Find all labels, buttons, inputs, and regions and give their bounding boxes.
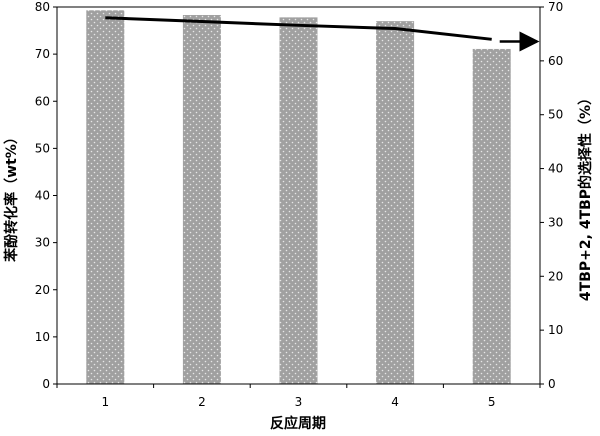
x-tick-label: 4 (391, 395, 399, 409)
y2-tick-label: 40 (548, 162, 563, 176)
y-tick-label: 70 (35, 47, 50, 61)
y-tick-label: 30 (35, 236, 50, 250)
y-tick-label: 80 (35, 0, 50, 14)
y2-tick-label: 0 (548, 377, 556, 391)
bar (472, 48, 511, 384)
bar (279, 17, 318, 385)
y-tick-label: 20 (35, 283, 50, 297)
y2-axis-label: 4TBP+2, 4TBP的选择性（%） (577, 91, 594, 301)
y-tick-label: 10 (35, 330, 50, 344)
x-tick-label: 3 (295, 395, 303, 409)
y-tick-label: 0 (42, 377, 50, 391)
x-axis-label: 反应周期 (270, 415, 326, 432)
y-axis-label: 苯酚转化率（wt%） (3, 130, 20, 263)
x-tick-label: 2 (198, 395, 206, 409)
x-tick-label: 1 (101, 395, 109, 409)
x-tick-label: 5 (488, 395, 496, 409)
y-tick-label: 40 (35, 189, 50, 203)
y-tick-label: 60 (35, 94, 50, 108)
bar (182, 15, 221, 384)
bar (376, 21, 415, 384)
y2-tick-label: 10 (548, 323, 563, 337)
y2-tick-label: 60 (548, 54, 563, 68)
y-tick-label: 50 (35, 141, 50, 155)
series-line (105, 16, 492, 41)
y2-tick-label: 20 (548, 269, 563, 283)
bar (86, 10, 125, 385)
y2-tick-label: 50 (548, 108, 563, 122)
y2-tick-label: 70 (548, 0, 563, 14)
y2-tick-label: 30 (548, 215, 563, 229)
